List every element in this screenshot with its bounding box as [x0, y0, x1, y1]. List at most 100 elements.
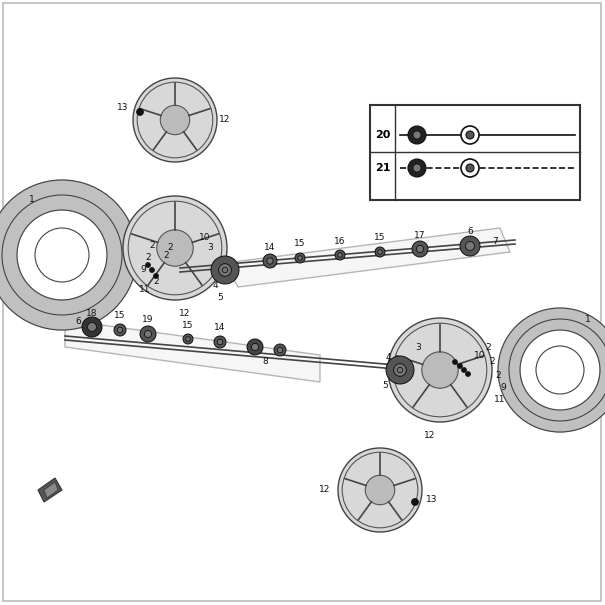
Text: 15: 15 [114, 312, 126, 321]
Text: 10: 10 [474, 352, 486, 361]
Circle shape [460, 236, 480, 256]
Text: 15: 15 [182, 321, 194, 330]
Circle shape [140, 326, 156, 342]
Circle shape [408, 159, 426, 177]
Circle shape [422, 352, 458, 388]
Circle shape [211, 256, 239, 284]
Circle shape [490, 133, 494, 137]
Circle shape [394, 364, 406, 376]
Circle shape [218, 264, 231, 276]
Circle shape [277, 347, 283, 353]
Circle shape [453, 359, 457, 364]
Circle shape [214, 336, 226, 348]
Polygon shape [44, 482, 58, 498]
Text: 1: 1 [29, 195, 35, 204]
Circle shape [252, 344, 258, 351]
Circle shape [438, 133, 442, 137]
Text: 14: 14 [214, 324, 226, 333]
Circle shape [378, 250, 382, 254]
Text: 2: 2 [489, 358, 495, 367]
Text: 9: 9 [140, 266, 146, 275]
Text: 1: 1 [585, 315, 591, 324]
Circle shape [186, 337, 190, 341]
Text: 4: 4 [385, 353, 391, 362]
Circle shape [154, 273, 159, 278]
Circle shape [82, 317, 102, 337]
Circle shape [397, 367, 403, 373]
Text: 5: 5 [217, 292, 223, 301]
Text: 2: 2 [167, 243, 173, 252]
Circle shape [167, 240, 183, 256]
Circle shape [388, 318, 492, 422]
Circle shape [394, 364, 407, 376]
Text: 21: 21 [375, 163, 391, 173]
Text: 12: 12 [424, 431, 436, 439]
Circle shape [401, 166, 405, 170]
Text: 20: 20 [375, 130, 391, 140]
Circle shape [247, 339, 263, 355]
Text: 2: 2 [149, 241, 155, 250]
Bar [370, 105, 580, 200]
Polygon shape [225, 228, 510, 287]
Circle shape [267, 258, 273, 264]
Text: 7: 7 [492, 238, 498, 246]
Circle shape [114, 324, 126, 336]
Text: 6: 6 [467, 227, 473, 237]
Text: 9: 9 [500, 384, 506, 393]
Text: 4: 4 [212, 281, 218, 290]
Circle shape [149, 267, 154, 272]
Circle shape [365, 476, 394, 505]
Circle shape [461, 126, 479, 144]
Circle shape [413, 131, 421, 139]
Text: 10: 10 [199, 234, 211, 243]
Circle shape [411, 499, 419, 506]
Text: 19: 19 [142, 315, 154, 324]
Circle shape [183, 334, 193, 344]
Circle shape [88, 322, 97, 332]
Text: 2: 2 [495, 371, 501, 381]
Polygon shape [65, 320, 320, 382]
Text: 3: 3 [415, 344, 421, 353]
Circle shape [375, 247, 385, 257]
Circle shape [295, 253, 305, 263]
Circle shape [466, 164, 474, 172]
Text: 17: 17 [414, 231, 426, 240]
Circle shape [145, 330, 152, 338]
Circle shape [219, 264, 231, 276]
Text: 12: 12 [319, 485, 331, 494]
Circle shape [137, 108, 143, 116]
Circle shape [338, 448, 422, 532]
Circle shape [462, 367, 466, 373]
Text: 2: 2 [145, 253, 151, 263]
Text: 11: 11 [494, 396, 506, 405]
Circle shape [465, 371, 471, 376]
Circle shape [432, 362, 448, 378]
Circle shape [438, 166, 442, 170]
Circle shape [133, 78, 217, 162]
Circle shape [386, 356, 414, 384]
Circle shape [217, 339, 223, 345]
Text: 2: 2 [163, 252, 169, 261]
Text: 12: 12 [179, 309, 191, 318]
Text: 6: 6 [75, 318, 81, 327]
Text: 11: 11 [139, 286, 151, 295]
Text: 2: 2 [485, 342, 491, 352]
Text: 12: 12 [219, 116, 231, 125]
Circle shape [408, 126, 426, 144]
Circle shape [222, 267, 227, 273]
Text: 15: 15 [374, 234, 386, 243]
Circle shape [157, 230, 193, 266]
Circle shape [117, 327, 123, 333]
Circle shape [123, 196, 227, 300]
Circle shape [412, 241, 428, 257]
Circle shape [169, 114, 182, 126]
Text: 15: 15 [294, 240, 306, 249]
Circle shape [490, 166, 494, 170]
Circle shape [274, 344, 286, 356]
Circle shape [413, 164, 421, 172]
Circle shape [457, 364, 462, 368]
Circle shape [401, 133, 405, 137]
Circle shape [416, 246, 423, 253]
Text: 2: 2 [153, 276, 159, 286]
Circle shape [335, 250, 345, 260]
